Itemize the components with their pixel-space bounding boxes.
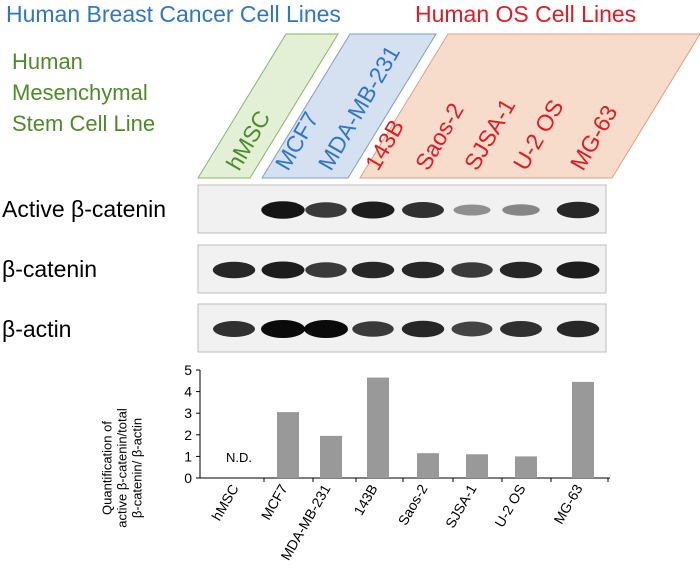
- x-tick-label: 143B: [350, 482, 380, 518]
- os-banner: [359, 33, 700, 179]
- msc-label-line: Mesenchymal: [12, 80, 148, 105]
- blot-band: [261, 201, 305, 219]
- y-tick-label: 5: [184, 362, 192, 378]
- x-tick-label: hMSC: [208, 482, 241, 524]
- blot-label-beta-catenin: β-catenin: [2, 256, 98, 282]
- y-axis-label-line: Quantification of: [99, 421, 115, 515]
- bar: [320, 435, 342, 478]
- blot-band: [212, 261, 256, 279]
- blot-band: [402, 202, 444, 218]
- msc-label-line: Human: [12, 49, 83, 74]
- blot-band: [352, 321, 394, 337]
- y-tick-label: 4: [184, 384, 192, 400]
- y-tick-label: 2: [184, 427, 192, 443]
- blot-band: [351, 261, 395, 279]
- y-tick-label: 0: [184, 470, 192, 486]
- x-tick-label: Saos-2: [395, 481, 431, 528]
- blot-label-active-beta-catenin: Active β-catenin: [2, 196, 167, 222]
- x-tick-label: SJSA-1: [442, 481, 480, 530]
- y-axis-label-line: active β-catenin/total: [114, 408, 130, 528]
- msc-label: Human Mesenchymal Stem Cell Line: [12, 46, 155, 139]
- bar: [417, 453, 439, 478]
- bar: [277, 412, 299, 478]
- blot-band: [556, 261, 600, 279]
- msc-label-line: Stem Cell Line: [12, 111, 156, 136]
- blot-band: [261, 261, 305, 279]
- blot-label-beta-actin: β-actin: [2, 316, 72, 342]
- blot-band: [500, 321, 542, 337]
- blot-band: [451, 321, 493, 337]
- bar: [515, 456, 537, 478]
- blot-band: [502, 204, 540, 216]
- lane-group-banners: [197, 33, 700, 179]
- blot-band: [351, 201, 395, 219]
- blot-band: [556, 201, 600, 219]
- bar: [367, 377, 389, 478]
- bar: [572, 381, 594, 478]
- breast-cancer-header: Human Breast Cancer Cell Lines: [6, 1, 341, 27]
- blot-panel: [197, 184, 607, 234]
- blot-band: [305, 202, 347, 218]
- blot-panels: [197, 184, 607, 353]
- not-detected-annotation: N.D.: [226, 450, 252, 465]
- y-axis-label-line: β-catenin/ β-actin: [129, 417, 145, 519]
- breast-banner: [261, 33, 437, 179]
- x-tick-label: MCF7: [258, 481, 291, 522]
- chart-y-axis-label: Quantification of active β-catenin/total…: [100, 408, 145, 527]
- blot-band: [451, 262, 493, 278]
- x-tick-label: U-2 OS: [491, 482, 528, 530]
- msc-banner: [197, 33, 339, 179]
- blot-band: [213, 321, 255, 337]
- os-header: Human OS Cell Lines: [415, 1, 637, 27]
- x-tick-label: MG-63: [550, 481, 585, 526]
- blot-band: [499, 261, 543, 279]
- blot-band: [401, 261, 445, 279]
- blot-band: [453, 204, 491, 216]
- y-tick-label: 1: [184, 448, 192, 464]
- blot-band: [261, 320, 305, 338]
- blot-band: [401, 320, 445, 338]
- blot-band: [556, 320, 600, 338]
- y-tick-label: 3: [184, 405, 192, 421]
- blot-band: [304, 320, 348, 338]
- bar: [466, 454, 488, 478]
- blot-band: [305, 262, 347, 278]
